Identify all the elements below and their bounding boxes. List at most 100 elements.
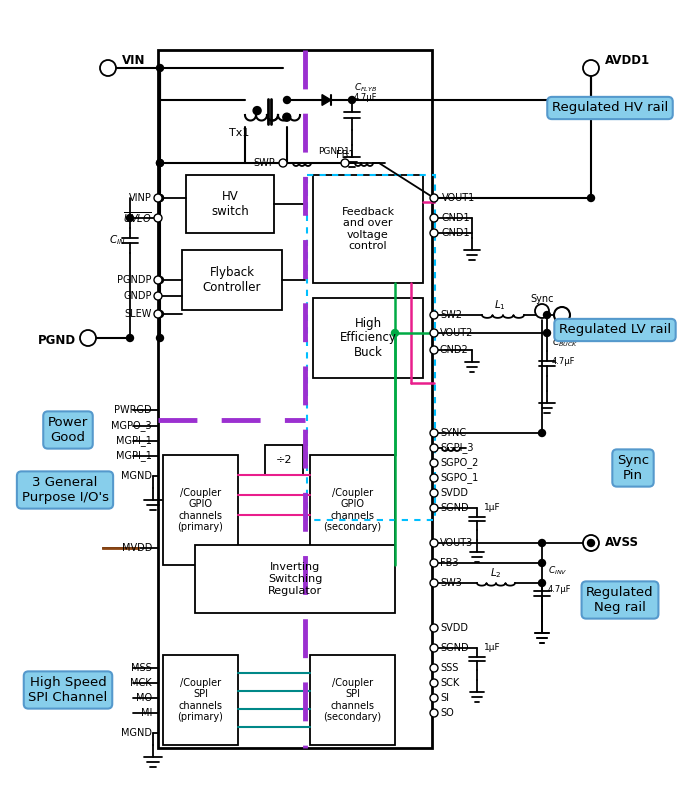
Text: MI: MI (141, 708, 152, 718)
Text: VINP: VINP (129, 193, 152, 203)
Text: SLEW: SLEW (125, 309, 152, 319)
Circle shape (253, 106, 261, 115)
Text: MSS: MSS (132, 663, 152, 673)
Text: SI: SI (440, 693, 449, 703)
Bar (310, 655, 395, 745)
Text: Flyback
Controller: Flyback Controller (203, 266, 261, 294)
Circle shape (157, 194, 164, 201)
Text: /Coupler
SPI
channels
(primary): /Coupler SPI channels (primary) (178, 677, 223, 722)
Circle shape (341, 159, 349, 167)
Circle shape (430, 459, 438, 467)
Text: Inverting
Switching
Regulator: Inverting Switching Regulator (268, 562, 322, 596)
Circle shape (80, 330, 96, 346)
Bar (163, 655, 238, 745)
Text: AVSS: AVSS (605, 537, 639, 550)
Bar (163, 455, 238, 565)
Circle shape (430, 579, 438, 587)
Text: $L_1$: $L_1$ (494, 298, 506, 312)
Text: $C_{INV}$: $C_{INV}$ (548, 565, 568, 577)
Text: MGPI_1: MGPI_1 (116, 450, 152, 462)
Text: MCK: MCK (130, 678, 152, 688)
Text: PGND: PGND (38, 334, 76, 347)
Text: Sync: Sync (531, 294, 554, 304)
Circle shape (430, 504, 438, 512)
Circle shape (538, 560, 545, 566)
Circle shape (127, 214, 134, 221)
Circle shape (157, 159, 164, 167)
Circle shape (430, 679, 438, 687)
Text: MO: MO (136, 693, 152, 703)
Text: GNDP: GNDP (123, 291, 152, 301)
Circle shape (587, 539, 594, 546)
Text: 3 General
Purpose I/O's: 3 General Purpose I/O's (22, 476, 108, 504)
Text: 1µF: 1µF (484, 643, 500, 653)
Text: Power
Good: Power Good (48, 416, 88, 444)
Circle shape (283, 113, 290, 121)
Circle shape (430, 539, 438, 547)
Text: PGNDP: PGNDP (118, 275, 152, 285)
Text: MGPI_1: MGPI_1 (116, 435, 152, 446)
Text: SVDD: SVDD (440, 623, 468, 633)
Circle shape (154, 292, 162, 300)
Circle shape (535, 304, 549, 318)
Circle shape (391, 330, 398, 336)
Circle shape (157, 159, 164, 167)
Bar (195, 545, 395, 613)
Text: /Coupler
GPIO
channels
(secondary): /Coupler GPIO channels (secondary) (323, 488, 382, 532)
Circle shape (154, 310, 162, 318)
Text: SCK: SCK (440, 678, 459, 688)
Circle shape (157, 335, 164, 342)
Text: VOUT1: VOUT1 (442, 193, 475, 203)
Text: SWP: SWP (253, 158, 275, 168)
Circle shape (430, 444, 438, 452)
Circle shape (543, 312, 550, 319)
Text: GND2: GND2 (440, 345, 469, 355)
Text: GND1: GND1 (442, 213, 470, 223)
Circle shape (587, 194, 594, 201)
Circle shape (430, 474, 438, 482)
Text: Sync
Pin: Sync Pin (617, 454, 649, 482)
Circle shape (538, 539, 545, 546)
Text: SGND: SGND (440, 643, 468, 653)
Circle shape (100, 60, 116, 76)
Text: MGPO_3: MGPO_3 (111, 420, 152, 431)
Text: Regulated HV rail: Regulated HV rail (552, 102, 668, 114)
Bar (158, 50, 432, 748)
Circle shape (284, 97, 290, 104)
Text: SGPI_3: SGPI_3 (440, 442, 473, 454)
Text: Tx1: Tx1 (229, 128, 249, 138)
Text: 4.7µF: 4.7µF (548, 584, 571, 593)
Circle shape (587, 97, 594, 104)
Circle shape (538, 430, 545, 436)
Circle shape (583, 60, 599, 76)
Circle shape (279, 159, 287, 167)
Text: Regulated
Neg rail: Regulated Neg rail (586, 586, 654, 614)
Circle shape (430, 229, 438, 237)
Circle shape (430, 694, 438, 702)
Circle shape (543, 330, 550, 336)
Polygon shape (322, 94, 331, 105)
Text: Feedback
and over
voltage
control: Feedback and over voltage control (342, 207, 395, 251)
Text: SW2: SW2 (440, 310, 462, 320)
Circle shape (430, 214, 438, 222)
Circle shape (157, 277, 164, 284)
Circle shape (583, 535, 599, 551)
Text: PWRGD: PWRGD (114, 405, 152, 415)
Text: $\overline{UVLO}$: $\overline{UVLO}$ (123, 211, 152, 225)
Text: /Coupler
SPI
channels
(secondary): /Coupler SPI channels (secondary) (323, 677, 382, 722)
Circle shape (154, 214, 162, 222)
Text: $C_{BUCK}$: $C_{BUCK}$ (552, 337, 578, 349)
Text: VOUT2: VOUT2 (440, 328, 473, 338)
Bar (186, 175, 274, 233)
Circle shape (430, 644, 438, 652)
Text: High
Efficiency
Buck: High Efficiency Buck (340, 316, 396, 359)
Text: /Coupler
GPIO
channels
(primary): /Coupler GPIO channels (primary) (178, 488, 223, 532)
Text: High Speed
SPI Channel: High Speed SPI Channel (29, 676, 108, 704)
Text: PGND1: PGND1 (318, 147, 350, 156)
Circle shape (430, 489, 438, 497)
Bar (265, 445, 303, 475)
Text: $L_2$: $L_2$ (490, 566, 502, 580)
Circle shape (430, 346, 438, 354)
Circle shape (154, 276, 162, 284)
Text: VIN: VIN (122, 53, 146, 67)
